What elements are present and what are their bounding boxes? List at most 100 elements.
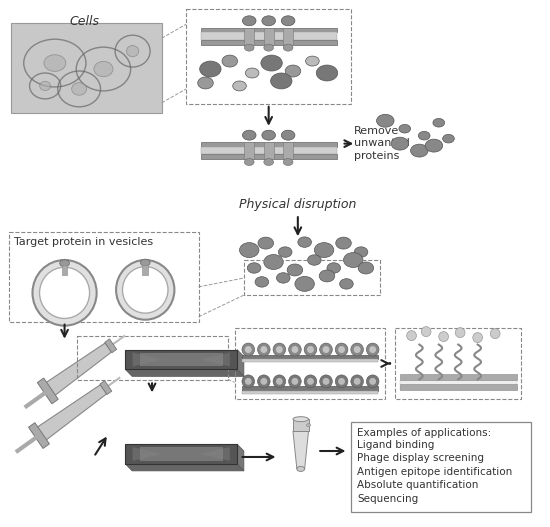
Polygon shape bbox=[125, 369, 244, 376]
Ellipse shape bbox=[306, 56, 319, 66]
Polygon shape bbox=[29, 423, 50, 448]
Ellipse shape bbox=[298, 237, 311, 247]
Circle shape bbox=[245, 346, 252, 353]
Bar bbox=[264, 142, 273, 159]
Bar bbox=[264, 28, 273, 45]
Ellipse shape bbox=[262, 16, 276, 26]
Bar bbox=[400, 380, 516, 391]
Bar bbox=[293, 419, 309, 431]
Bar bbox=[243, 359, 377, 363]
Circle shape bbox=[32, 260, 97, 326]
Ellipse shape bbox=[277, 272, 290, 283]
Ellipse shape bbox=[94, 61, 113, 77]
Circle shape bbox=[307, 346, 314, 353]
Ellipse shape bbox=[316, 65, 338, 81]
Polygon shape bbox=[201, 353, 230, 366]
Bar bbox=[244, 142, 254, 159]
Ellipse shape bbox=[289, 375, 301, 388]
Text: Cells: Cells bbox=[69, 15, 99, 28]
Ellipse shape bbox=[44, 55, 66, 72]
Circle shape bbox=[490, 329, 500, 339]
Ellipse shape bbox=[411, 144, 428, 157]
Circle shape bbox=[292, 346, 298, 353]
Ellipse shape bbox=[242, 343, 255, 356]
Bar bbox=[400, 374, 516, 380]
Circle shape bbox=[245, 378, 252, 385]
Ellipse shape bbox=[281, 130, 295, 140]
Ellipse shape bbox=[320, 375, 332, 388]
Bar bbox=[243, 386, 377, 392]
Ellipse shape bbox=[293, 417, 309, 422]
Ellipse shape bbox=[287, 264, 303, 276]
Polygon shape bbox=[44, 343, 112, 397]
Polygon shape bbox=[237, 349, 244, 376]
Polygon shape bbox=[104, 339, 117, 353]
Ellipse shape bbox=[344, 252, 363, 268]
Bar bbox=[62, 265, 68, 275]
Polygon shape bbox=[237, 444, 244, 471]
Bar bbox=[283, 28, 293, 45]
Ellipse shape bbox=[262, 130, 276, 140]
Circle shape bbox=[369, 378, 376, 385]
Circle shape bbox=[276, 346, 283, 353]
Ellipse shape bbox=[255, 277, 269, 287]
Ellipse shape bbox=[289, 343, 301, 356]
Ellipse shape bbox=[336, 343, 348, 356]
Ellipse shape bbox=[304, 343, 317, 356]
Text: Examples of applications:: Examples of applications: bbox=[357, 428, 491, 438]
Circle shape bbox=[116, 260, 174, 320]
Ellipse shape bbox=[72, 83, 87, 95]
Bar bbox=[186, 9, 351, 104]
Circle shape bbox=[473, 333, 482, 343]
Ellipse shape bbox=[243, 16, 256, 26]
Polygon shape bbox=[125, 464, 244, 471]
Bar bbox=[243, 392, 377, 394]
Ellipse shape bbox=[307, 255, 321, 265]
Bar bbox=[283, 142, 293, 159]
Ellipse shape bbox=[351, 343, 364, 356]
Text: Antigen epitope identification: Antigen epitope identification bbox=[357, 467, 513, 477]
Circle shape bbox=[354, 346, 360, 353]
Bar bbox=[201, 147, 337, 154]
Ellipse shape bbox=[295, 277, 315, 291]
Circle shape bbox=[260, 346, 267, 353]
Text: Target protein in vesicles: Target protein in vesicles bbox=[14, 237, 153, 247]
Ellipse shape bbox=[354, 247, 368, 257]
Polygon shape bbox=[35, 385, 107, 442]
Ellipse shape bbox=[336, 237, 351, 249]
Bar bbox=[351, 422, 531, 512]
Bar bbox=[9, 232, 199, 321]
Ellipse shape bbox=[399, 124, 411, 133]
Ellipse shape bbox=[242, 375, 255, 388]
Circle shape bbox=[323, 346, 329, 353]
Bar bbox=[140, 447, 223, 461]
Ellipse shape bbox=[320, 343, 332, 356]
Ellipse shape bbox=[304, 375, 317, 388]
Ellipse shape bbox=[243, 130, 256, 140]
Circle shape bbox=[276, 378, 283, 385]
Ellipse shape bbox=[264, 159, 273, 165]
Ellipse shape bbox=[60, 260, 69, 267]
Ellipse shape bbox=[257, 343, 270, 356]
Bar bbox=[201, 40, 337, 45]
Ellipse shape bbox=[264, 255, 283, 269]
Ellipse shape bbox=[283, 159, 293, 165]
Circle shape bbox=[338, 346, 345, 353]
Ellipse shape bbox=[366, 343, 379, 356]
Ellipse shape bbox=[351, 375, 364, 388]
Circle shape bbox=[338, 378, 345, 385]
Ellipse shape bbox=[200, 61, 221, 77]
Polygon shape bbox=[37, 378, 58, 404]
Circle shape bbox=[40, 267, 90, 318]
Ellipse shape bbox=[306, 424, 310, 427]
Ellipse shape bbox=[340, 279, 353, 289]
Ellipse shape bbox=[273, 343, 285, 356]
Polygon shape bbox=[100, 380, 112, 395]
Ellipse shape bbox=[222, 55, 238, 67]
Ellipse shape bbox=[281, 16, 295, 26]
Ellipse shape bbox=[283, 44, 293, 51]
Ellipse shape bbox=[319, 270, 335, 282]
Ellipse shape bbox=[264, 44, 273, 51]
Ellipse shape bbox=[257, 375, 270, 388]
Circle shape bbox=[260, 378, 267, 385]
